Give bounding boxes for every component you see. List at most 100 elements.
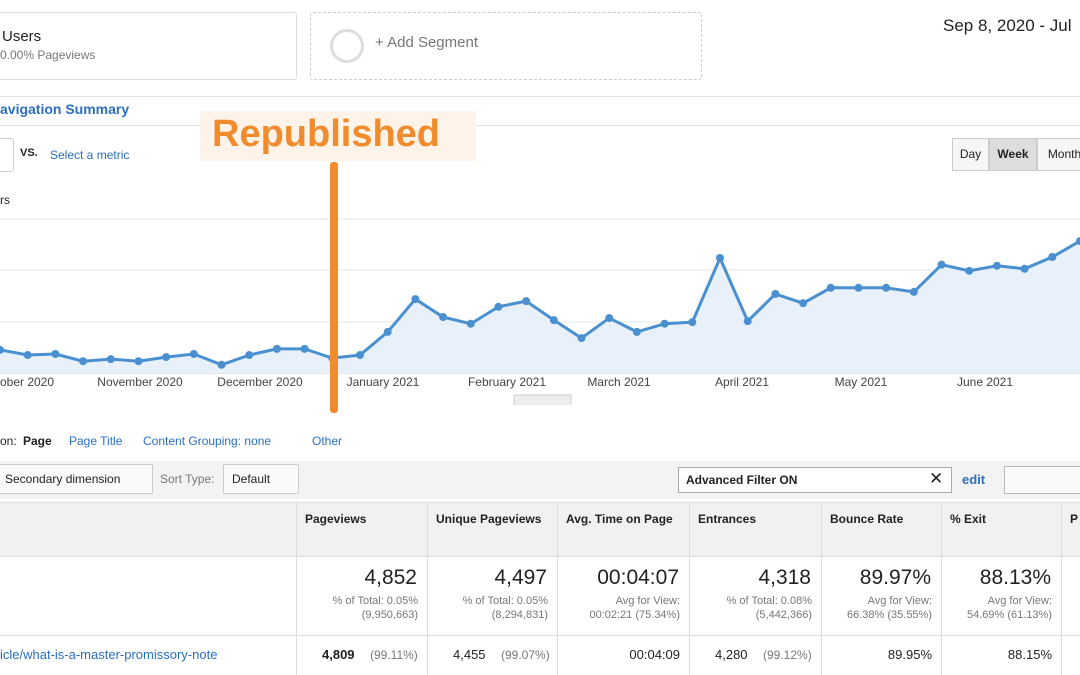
cell-value: 4,280 (715, 647, 748, 662)
point (189, 350, 198, 359)
annotation-line (330, 162, 338, 413)
sort-value[interactable]: Default (232, 472, 271, 486)
point (826, 283, 835, 292)
edit-link[interactable]: edit (962, 472, 986, 487)
point (79, 357, 88, 366)
point (1076, 237, 1080, 246)
cell-share: (99.11%) (370, 648, 418, 662)
week-button[interactable]: Week (989, 138, 1037, 171)
total-detail: (8,294,831) (491, 609, 548, 621)
secondary-dropdown[interactable] (0, 464, 153, 494)
point (771, 289, 780, 298)
filter-input[interactable] (678, 467, 952, 493)
column-header: % Exit (942, 502, 1062, 556)
annotation: Republished (212, 113, 441, 155)
point (383, 327, 392, 336)
total-value: 00:04:07 (558, 566, 690, 590)
column-divider (941, 502, 942, 675)
column-header: Avg. Time on Page (558, 502, 690, 556)
x-tick-label: February 2021 (468, 375, 546, 389)
dimension-other[interactable]: Other (312, 434, 343, 448)
point (854, 283, 863, 292)
point (217, 360, 226, 369)
point (1048, 252, 1057, 261)
x-tick-label: December 2020 (217, 375, 303, 389)
add-segment[interactable]: + Add Segment (375, 34, 478, 51)
divider (0, 556, 1080, 557)
point (909, 287, 918, 296)
vs-label: VS. (20, 147, 38, 159)
dimension-page[interactable]: Page (23, 434, 52, 448)
metric-dropdown[interactable] (0, 138, 14, 172)
total-detail: Avg for View: (987, 595, 1052, 607)
point (743, 317, 752, 326)
point (882, 283, 891, 292)
total-detail: 54.69% (61.13%) (967, 609, 1052, 621)
total-value: 4,852 (297, 566, 428, 590)
total-detail: Avg for View: (615, 595, 680, 607)
divider (0, 96, 1080, 97)
total-detail: 66.38% (35.55%) (847, 609, 932, 621)
page-link[interactable]: icle/what-is-a-master-promissory-note (0, 647, 218, 662)
collapse-tab[interactable] (513, 394, 572, 405)
select-metric[interactable]: Select a metric (50, 148, 130, 162)
point (632, 327, 641, 336)
total-detail: % of Total: 0.08% (726, 595, 812, 607)
point (51, 350, 60, 359)
clear-filter[interactable]: ✕ (929, 469, 944, 488)
add-segment-card[interactable] (310, 12, 702, 80)
point (1020, 264, 1029, 273)
date-range[interactable]: Sep 8, 2020 - Jul (943, 16, 1072, 35)
month-button[interactable]: Month (1037, 138, 1080, 171)
point (439, 313, 448, 322)
cell-value: 00:04:09 (629, 647, 680, 662)
column-divider (557, 502, 558, 675)
total-detail: 00:02:21 (75.34%) (589, 609, 680, 621)
segment-detail: 0.00% Pageviews (0, 48, 96, 62)
total-detail: (5,442,366) (755, 609, 812, 621)
column-divider (1061, 502, 1062, 675)
point (300, 344, 309, 353)
x-tick-label: April 2021 (715, 375, 769, 389)
column-divider (689, 502, 690, 675)
divider (0, 125, 1080, 126)
total-detail: % of Total: 0.05% (332, 595, 418, 607)
tab[interactable]: avigation Summary (0, 101, 130, 117)
x-tick-label: November 2020 (97, 375, 183, 389)
total-value: 88.13% (942, 566, 1062, 590)
x-tick-label: January 2021 (347, 375, 420, 389)
column-header: Unique Pageviews (428, 502, 558, 556)
cell-value: 4,455 (453, 647, 486, 662)
point (660, 319, 669, 328)
point (965, 266, 974, 275)
line (0, 239, 1080, 367)
point (716, 254, 724, 263)
metric-label: rs (0, 193, 10, 207)
x-tick-label: May 2021 (835, 375, 888, 389)
filter-text: Advanced Filter ON (686, 473, 798, 487)
secondary-dimension[interactable]: Secondary dimension (5, 472, 121, 486)
column-header: Entrances (690, 502, 822, 556)
table-header (0, 502, 1080, 556)
view-toggles[interactable] (1004, 466, 1080, 494)
x-tick-label: March 2021 (587, 375, 651, 389)
chart: ober 2020 November 2020 December 2020 Janua… (0, 218, 1080, 405)
day-button[interactable]: Day (952, 138, 989, 171)
point (272, 344, 281, 353)
point (799, 299, 808, 308)
column-divider (427, 502, 428, 675)
point (577, 334, 586, 343)
point (411, 295, 420, 304)
point (134, 357, 143, 366)
cell-value: 89.95% (887, 647, 932, 662)
sort-dropdown[interactable] (223, 464, 299, 494)
cell-share: (99.12%) (763, 648, 812, 662)
dimension-page-title[interactable]: Page Title (69, 434, 123, 448)
point (23, 351, 32, 360)
column-header: Pageviews (297, 502, 428, 556)
dimension-content-grouping[interactable]: Content Grouping: none (143, 434, 272, 448)
segment-card[interactable] (0, 12, 297, 80)
point (0, 345, 4, 354)
point (549, 316, 558, 325)
